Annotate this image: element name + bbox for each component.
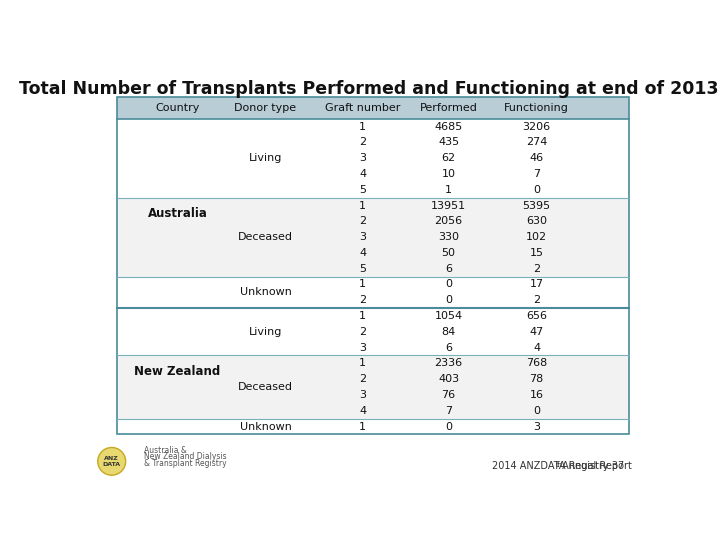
Text: Deceased: Deceased (238, 232, 293, 242)
Text: 3: 3 (359, 390, 366, 400)
Text: 84: 84 (441, 327, 456, 337)
Text: 4: 4 (359, 248, 366, 258)
Text: 768: 768 (526, 359, 547, 368)
Text: 2014 ANZDATA Registry 37: 2014 ANZDATA Registry 37 (492, 461, 625, 471)
Text: 62: 62 (441, 153, 456, 163)
Text: 2: 2 (359, 295, 366, 305)
Text: 5: 5 (359, 264, 366, 274)
Text: & Transplant Registry: & Transplant Registry (144, 458, 227, 468)
Text: 1: 1 (359, 122, 366, 132)
Text: Performed: Performed (420, 103, 477, 113)
Text: 4: 4 (359, 169, 366, 179)
Text: 6: 6 (445, 264, 452, 274)
Text: Deceased: Deceased (238, 382, 293, 392)
Text: 5: 5 (359, 185, 366, 195)
Text: 3: 3 (359, 153, 366, 163)
Text: 1: 1 (445, 185, 452, 195)
Text: 630: 630 (526, 217, 547, 226)
Text: 50: 50 (441, 248, 456, 258)
Text: 3: 3 (359, 232, 366, 242)
Text: 1: 1 (359, 200, 366, 211)
Text: 2: 2 (359, 374, 366, 384)
Text: 6: 6 (445, 342, 452, 353)
Text: 47: 47 (529, 327, 544, 337)
Text: 2: 2 (359, 217, 366, 226)
Text: 1: 1 (359, 311, 366, 321)
Text: 5395: 5395 (523, 200, 551, 211)
Text: Australia &: Australia & (144, 446, 187, 455)
Text: 0: 0 (445, 295, 452, 305)
Text: Australia: Australia (148, 207, 207, 220)
Text: Living: Living (249, 327, 282, 337)
Text: 656: 656 (526, 311, 547, 321)
Text: New Zealand Dialysis: New Zealand Dialysis (144, 453, 227, 461)
Circle shape (98, 448, 126, 475)
Text: ANZ
DATA: ANZ DATA (103, 456, 121, 467)
Text: 3: 3 (359, 342, 366, 353)
Text: Country: Country (156, 103, 199, 113)
Bar (117, 97, 629, 434)
Bar (117, 119, 629, 198)
Bar (117, 198, 629, 276)
Text: 435: 435 (438, 137, 459, 147)
Bar (117, 276, 629, 308)
Text: 4685: 4685 (434, 122, 463, 132)
Text: 17: 17 (529, 279, 544, 289)
Text: Functioning: Functioning (504, 103, 569, 113)
Text: 10: 10 (441, 169, 456, 179)
Text: 403: 403 (438, 374, 459, 384)
Text: 0: 0 (445, 422, 452, 431)
Text: 2: 2 (359, 327, 366, 337)
Text: 13951: 13951 (431, 200, 466, 211)
Text: 3: 3 (533, 422, 540, 431)
Text: Unknown: Unknown (240, 422, 292, 431)
Text: 1054: 1054 (434, 311, 463, 321)
Text: 102: 102 (526, 232, 547, 242)
Text: 2056: 2056 (434, 217, 463, 226)
Text: 274: 274 (526, 137, 547, 147)
Text: Annual Report: Annual Report (559, 461, 631, 471)
Text: 7: 7 (445, 406, 452, 416)
Text: 4: 4 (359, 406, 366, 416)
Text: 0: 0 (533, 185, 540, 195)
Text: Total Number of Transplants Performed and Functioning at end of 2013: Total Number of Transplants Performed an… (19, 80, 719, 98)
Text: 2: 2 (533, 264, 540, 274)
Text: th: th (556, 462, 563, 468)
Text: 0: 0 (445, 279, 452, 289)
Text: Donor type: Donor type (235, 103, 297, 113)
Text: 46: 46 (529, 153, 544, 163)
Text: 1: 1 (359, 359, 366, 368)
Bar (117, 308, 629, 355)
Text: 2336: 2336 (434, 359, 463, 368)
Bar (117, 355, 629, 418)
Text: 16: 16 (529, 390, 544, 400)
Text: 0: 0 (533, 406, 540, 416)
Text: 330: 330 (438, 232, 459, 242)
Text: 4: 4 (533, 342, 540, 353)
Bar (117, 97, 629, 119)
Text: 76: 76 (441, 390, 456, 400)
Text: 2: 2 (359, 137, 366, 147)
Text: Unknown: Unknown (240, 287, 292, 298)
Text: 78: 78 (529, 374, 544, 384)
Text: 1: 1 (359, 279, 366, 289)
Text: New Zealand: New Zealand (135, 364, 220, 378)
Text: 15: 15 (529, 248, 544, 258)
Text: 2: 2 (533, 295, 540, 305)
Text: 3206: 3206 (523, 122, 551, 132)
Bar (117, 418, 629, 434)
Text: Living: Living (249, 153, 282, 163)
Text: 7: 7 (533, 169, 540, 179)
Text: 1: 1 (359, 422, 366, 431)
Text: Graft number: Graft number (325, 103, 400, 113)
